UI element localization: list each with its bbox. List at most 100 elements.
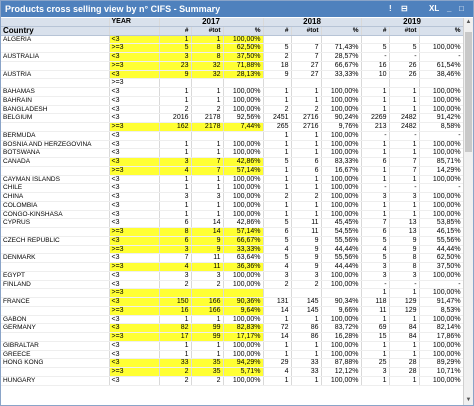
country-cell[interactable]: FRANCE — [1, 297, 110, 307]
country-cell[interactable]: GREECE — [1, 350, 110, 360]
country-cell[interactable]: COLOMBIA — [1, 201, 110, 211]
bucket-cell[interactable]: <3 — [109, 131, 160, 141]
country-cell[interactable] — [1, 61, 110, 71]
country-column-header[interactable]: Country — [1, 26, 110, 36]
bucket-cell[interactable]: >=3 — [109, 43, 160, 53]
country-cell[interactable]: FINLAND — [1, 280, 110, 290]
bucket-cell[interactable]: <3 — [109, 148, 160, 158]
country-cell[interactable]: GERMANY — [1, 323, 110, 333]
bucket-cell[interactable]: <3 — [109, 271, 160, 281]
country-cell[interactable] — [1, 367, 110, 377]
bucket-cell[interactable]: <3 — [109, 35, 160, 45]
bucket-cell[interactable]: <3 — [109, 87, 160, 97]
country-cell[interactable] — [1, 306, 110, 316]
scroll-down-icon[interactable]: ▼ — [465, 397, 472, 403]
country-cell[interactable] — [1, 245, 110, 255]
country-cell[interactable]: HUNGARY — [1, 376, 110, 386]
country-cell[interactable]: BAHRAIN — [1, 96, 110, 106]
country-cell[interactable]: DENMARK — [1, 253, 110, 263]
country-cell[interactable]: BANGLADESH — [1, 105, 110, 115]
scrollbar-thumb[interactable] — [465, 32, 472, 152]
country-cell[interactable] — [1, 227, 110, 237]
minimize-button[interactable]: _ — [447, 4, 452, 13]
country-cell[interactable]: GABON — [1, 315, 110, 325]
country-cell[interactable]: CYPRUS — [1, 218, 110, 228]
excel-export-button[interactable]: XL — [429, 4, 440, 13]
country-cell[interactable]: BOSNIA AND HERZEGOVINA — [1, 140, 110, 150]
country-cell[interactable] — [1, 288, 110, 298]
bucket-cell[interactable]: >=3 — [109, 288, 160, 298]
value-cell: 100,00% — [419, 201, 464, 211]
value-cell: - — [389, 131, 420, 141]
bucket-cell[interactable]: >=3 — [109, 367, 160, 377]
country-cell[interactable]: AUSTRIA — [1, 70, 110, 80]
country-cell[interactable]: BERMUDA — [1, 131, 110, 141]
bucket-cell[interactable]: <3 — [109, 175, 160, 185]
bucket-cell[interactable]: <3 — [109, 376, 160, 386]
info-icon[interactable]: ! — [389, 4, 392, 13]
value-cell: 2 — [191, 105, 224, 115]
country-cell[interactable] — [1, 122, 110, 132]
bucket-cell[interactable]: <3 — [109, 280, 160, 290]
maximize-button[interactable]: □ — [459, 4, 464, 13]
bucket-cell[interactable]: <3 — [109, 70, 160, 80]
value-cell: 100,00% — [419, 87, 464, 97]
bucket-cell[interactable]: >=3 — [109, 306, 160, 316]
value-cell: 1 — [159, 183, 192, 193]
year-dimension-label[interactable]: YEAR — [109, 18, 160, 27]
clear-selection-icon[interactable]: ⊟ — [401, 4, 408, 13]
bucket-cell[interactable]: <3 — [109, 52, 160, 62]
country-cell[interactable]: CONGO-KINSHASA — [1, 210, 110, 220]
table-row: CHINA <3 3 3 100,00% 2 2 100,00% 3 3 100,00% — [1, 192, 464, 202]
bucket-cell[interactable]: <3 — [109, 315, 160, 325]
country-cell[interactable]: AUSTRALIA — [1, 52, 110, 62]
bucket-cell[interactable]: <3 — [109, 201, 160, 211]
bucket-cell[interactable]: >=3 — [109, 227, 160, 237]
country-cell[interactable] — [1, 43, 110, 53]
country-cell[interactable] — [1, 166, 110, 176]
bucket-cell[interactable]: <3 — [109, 297, 160, 307]
bucket-cell[interactable]: <3 — [109, 341, 160, 351]
vertical-scrollbar[interactable]: ▲ ▼ — [463, 18, 473, 405]
table-row: >=3 4 7 57,14% 1 6 16,67% 1 7 14,29% — [1, 166, 464, 176]
bucket-cell[interactable]: >=3 — [109, 61, 160, 71]
bucket-cell[interactable]: <3 — [109, 96, 160, 106]
bucket-cell[interactable]: <3 — [109, 105, 160, 115]
bucket-cell[interactable]: <3 — [109, 210, 160, 220]
bucket-cell[interactable]: <3 — [109, 183, 160, 193]
bucket-column-header[interactable] — [109, 26, 160, 36]
country-cell[interactable]: BOTSWANA — [1, 148, 110, 158]
bucket-cell[interactable]: >=3 — [109, 166, 160, 176]
country-cell[interactable]: EGYPT — [1, 271, 110, 281]
country-cell[interactable]: BAHAMAS — [1, 87, 110, 97]
country-cell[interactable] — [1, 332, 110, 342]
country-cell[interactable]: ALGERIA — [1, 35, 110, 45]
bucket-cell[interactable]: >=3 — [109, 332, 160, 342]
bucket-cell[interactable]: <3 — [109, 140, 160, 150]
bucket-cell[interactable]: <3 — [109, 192, 160, 202]
value-cell: 1 — [291, 183, 322, 193]
bucket-cell[interactable]: >=3 — [109, 122, 160, 132]
bucket-cell[interactable]: <3 — [109, 157, 160, 167]
bucket-cell[interactable]: <3 — [109, 113, 160, 123]
country-cell[interactable]: CZECH REPUBLIC — [1, 236, 110, 246]
country-cell[interactable]: CANADA — [1, 157, 110, 167]
bucket-cell[interactable]: <3 — [109, 218, 160, 228]
country-cell[interactable]: GIBRALTAR — [1, 341, 110, 351]
bucket-cell[interactable]: <3 — [109, 323, 160, 333]
country-cell[interactable] — [1, 78, 110, 88]
bucket-cell[interactable]: <3 — [109, 350, 160, 360]
bucket-cell[interactable]: <3 — [109, 236, 160, 246]
country-cell[interactable]: BELGIUM — [1, 113, 110, 123]
country-cell[interactable]: CAYMAN ISLANDS — [1, 175, 110, 185]
bucket-cell[interactable]: <3 — [109, 253, 160, 263]
country-cell[interactable] — [1, 262, 110, 272]
country-cell[interactable]: CHILE — [1, 183, 110, 193]
bucket-cell[interactable]: >=3 — [109, 262, 160, 272]
scroll-up-icon[interactable]: ▲ — [465, 19, 472, 25]
bucket-cell[interactable]: >=3 — [109, 245, 160, 255]
bucket-cell[interactable]: >=3 — [109, 78, 160, 88]
country-cell[interactable]: CHINA — [1, 192, 110, 202]
bucket-cell[interactable]: <3 — [109, 358, 160, 368]
country-cell[interactable]: HONG KONG — [1, 358, 110, 368]
